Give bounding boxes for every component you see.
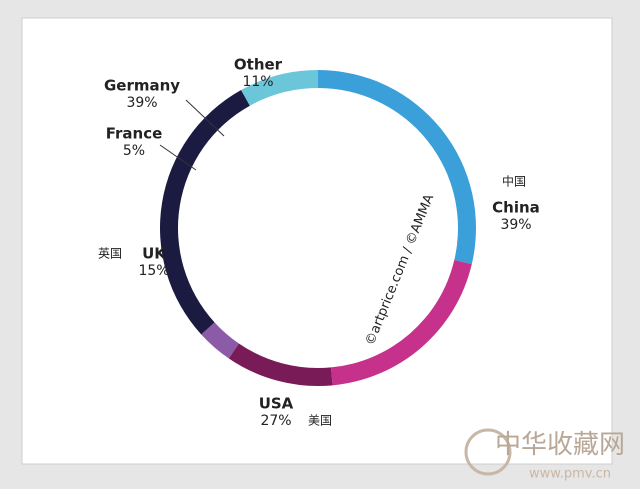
leader-line [185,99,225,137]
chinese-label: 美国 [308,414,332,428]
slice-label: Germany [104,77,180,95]
value-label: 27% [260,413,291,429]
donut-slice [201,322,239,359]
donut-slice [228,343,333,386]
watermark-text: 中华收藏网 [495,430,625,460]
chinese-label: 英国 [98,247,122,261]
slice-label: UK [142,245,167,263]
donut-slice [318,70,476,265]
value-label: 39% [126,95,157,111]
donut-slice [241,70,318,106]
panel [21,17,613,465]
slice-label: USA [259,395,294,413]
value-label: 15% [138,263,169,279]
donut-slice [330,260,472,386]
slice-label: Other [234,56,283,74]
value-label: 5% [123,143,145,159]
donut-slice [159,89,250,335]
slice-label: France [106,125,163,143]
value-label: 39% [500,217,531,233]
chinese-label: 中国 [502,174,526,189]
slice-label: China [492,199,540,217]
watermark-logo [464,428,512,476]
value-label: 11% [242,74,273,90]
leader-line [159,144,197,171]
watermark-url: www.pmv.cn [529,467,611,482]
